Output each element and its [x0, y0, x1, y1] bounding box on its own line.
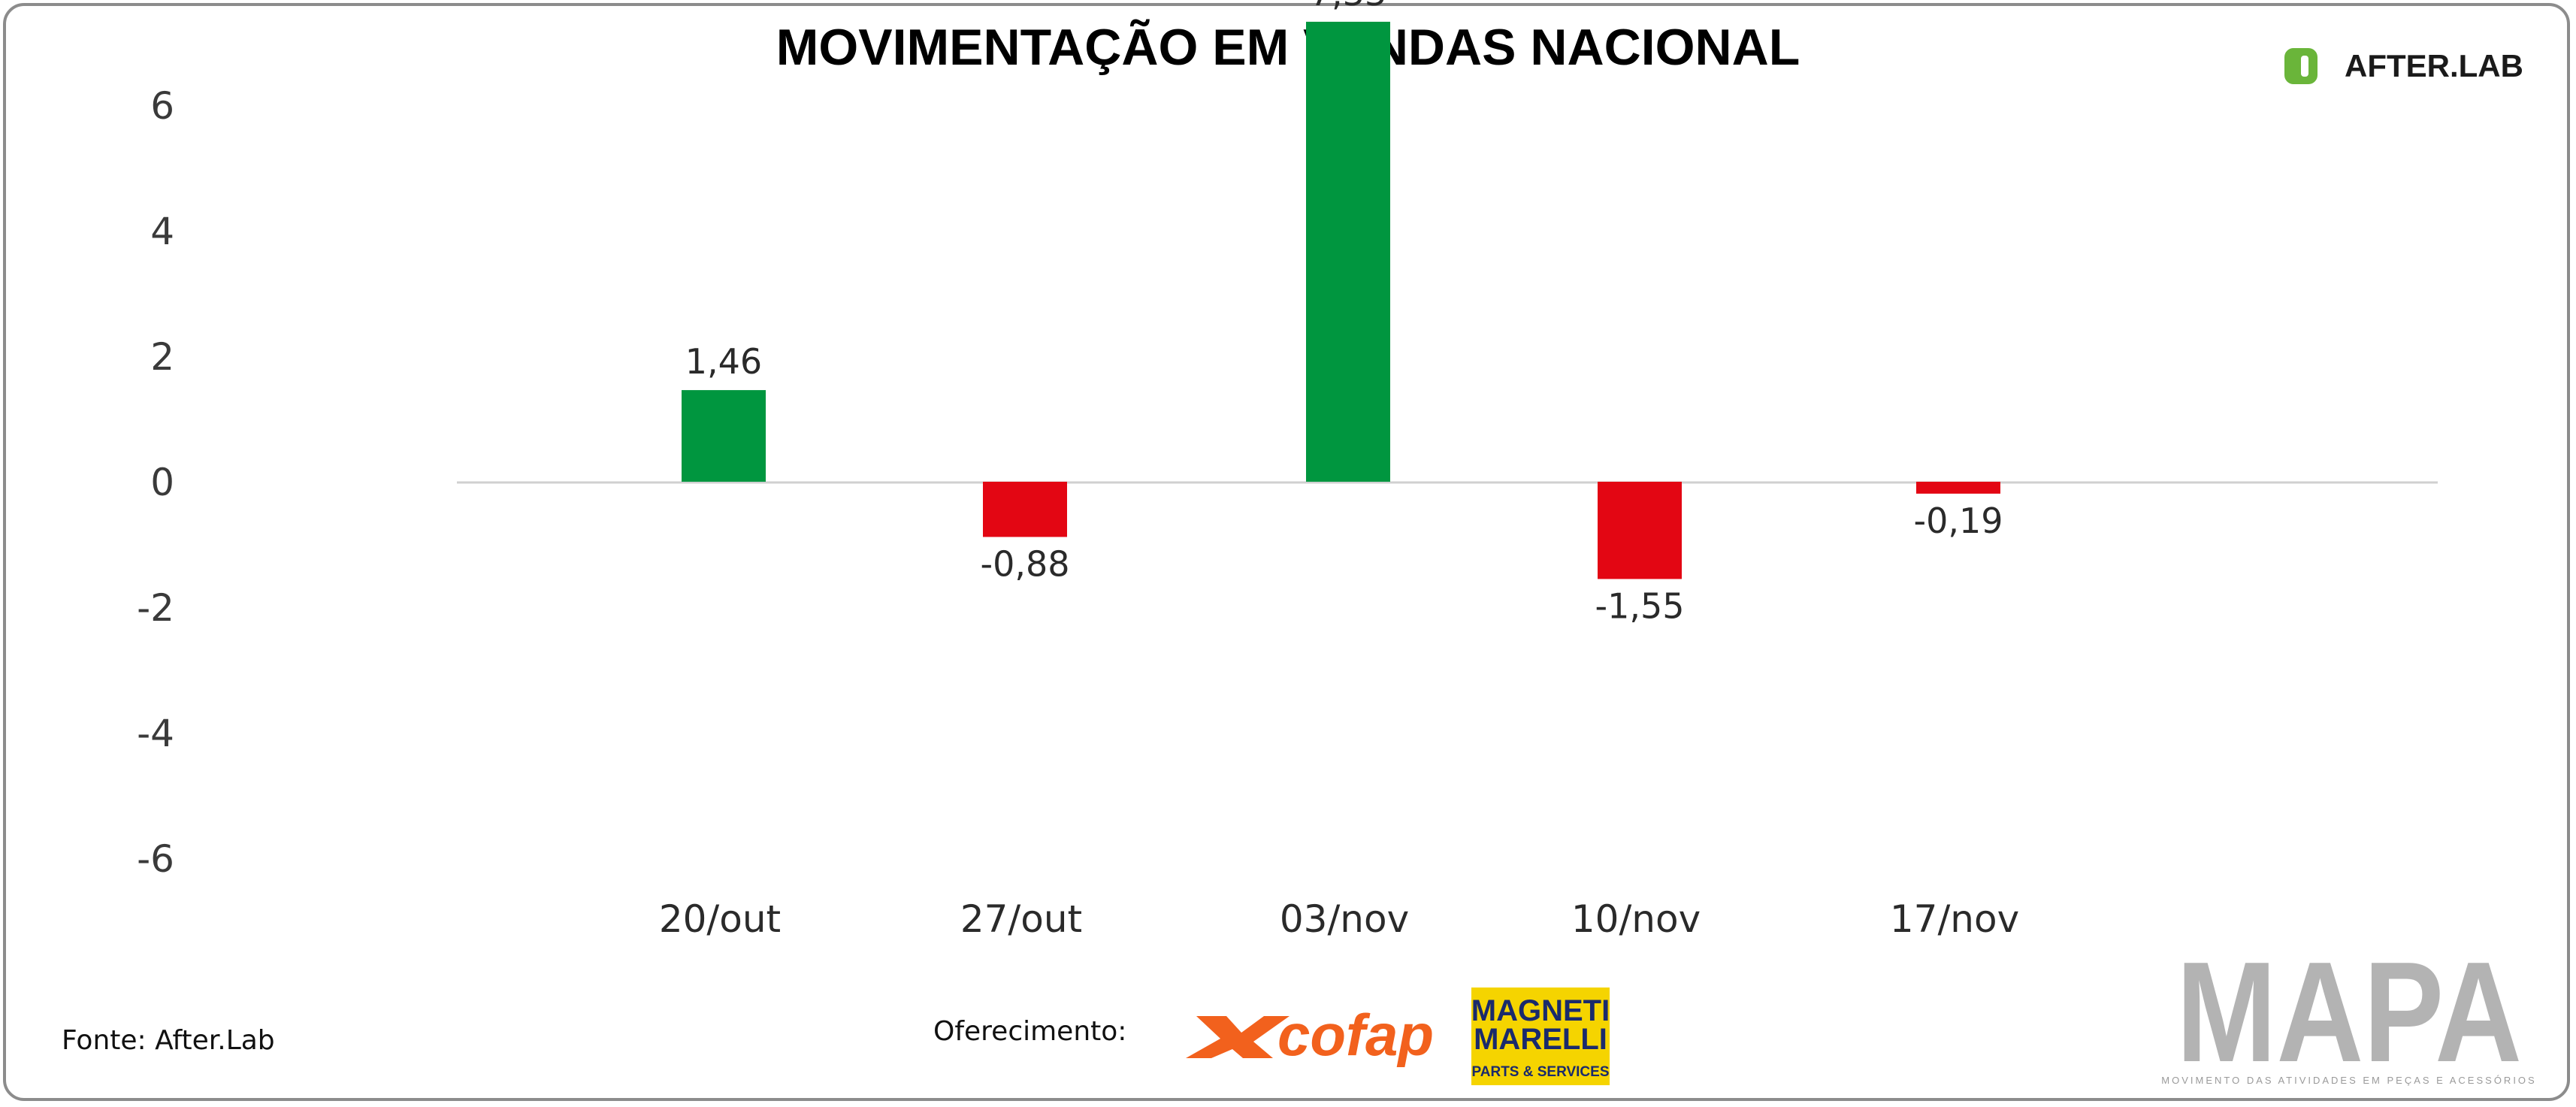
- sponsor-label: Oferecimento:: [933, 1016, 1126, 1047]
- y-tick-label: 2: [150, 335, 174, 379]
- x-tick-label: 03/nov: [1280, 897, 1409, 941]
- y-tick-label: 0: [150, 461, 174, 504]
- data-label: -0,19: [1913, 501, 2003, 541]
- y-tick-label: -4: [137, 712, 174, 755]
- cofap-logo-text: cofap: [1277, 1002, 1434, 1068]
- bar-27-out: [983, 482, 1067, 537]
- y-tick-label: 4: [150, 210, 174, 253]
- cofap-logo: cofap: [1186, 1002, 1434, 1068]
- afterlab-logo-icon: [2284, 48, 2317, 84]
- data-label: 1,46: [685, 341, 762, 382]
- y-tick-label: -6: [137, 837, 174, 881]
- y-tick-label: -2: [137, 586, 174, 630]
- bars: [682, 21, 2000, 579]
- chart-title: MOVIMENTAÇÃO EM VENDAS NACIONAL: [776, 19, 1800, 76]
- chart-frame: [3, 3, 2570, 1101]
- afterlab-logo-text: AFTER.LAB: [2345, 48, 2523, 83]
- cofap-x-icon: [1186, 1016, 1290, 1058]
- source-note: Fonte: After.Lab: [62, 1025, 275, 1056]
- x-tick-label: 27/out: [960, 897, 1082, 941]
- mapa-logo-text: MAPA: [2176, 933, 2522, 1092]
- x-tick-label: 17/nov: [1890, 897, 2019, 941]
- bar-20-out: [682, 390, 766, 482]
- data-label: 7,33: [1310, 0, 1386, 14]
- data-label: -0,88: [980, 543, 1069, 584]
- bar-10-nov: [1598, 482, 1682, 579]
- bar-03-nov: [1306, 21, 1390, 482]
- mapa-logo: MAPA MOVIMENTO DAS ATIVIDADES EM PEÇAS E…: [2161, 933, 2536, 1092]
- bar-17-nov: [1916, 482, 2000, 494]
- magneti-text: MAGNETI: [1471, 994, 1610, 1027]
- x-tick-label: 20/out: [659, 897, 781, 941]
- y-axis: 6 4 2 0 -2 -4 -6: [137, 84, 174, 881]
- parts-services-text: PARTS & SERVICES: [1471, 1064, 1609, 1080]
- data-label: -1,55: [1595, 585, 1684, 626]
- afterlab-logo: AFTER.LAB: [2284, 48, 2523, 84]
- mapa-subtitle: MOVIMENTO DAS ATIVIDADES EM PEÇAS E ACES…: [2161, 1075, 2536, 1086]
- y-tick-label: 6: [150, 84, 174, 128]
- x-axis: 20/out 27/out 03/nov 10/nov 17/nov: [659, 897, 2019, 941]
- data-labels: 1,46 -0,88 7,33 -1,55 -0,19: [685, 0, 2003, 626]
- marelli-text: MARELLI: [1474, 1023, 1607, 1056]
- magneti-marelli-logo: MAGNETI MARELLI PARTS & SERVICES: [1471, 988, 1610, 1085]
- x-tick-label: 10/nov: [1571, 897, 1701, 941]
